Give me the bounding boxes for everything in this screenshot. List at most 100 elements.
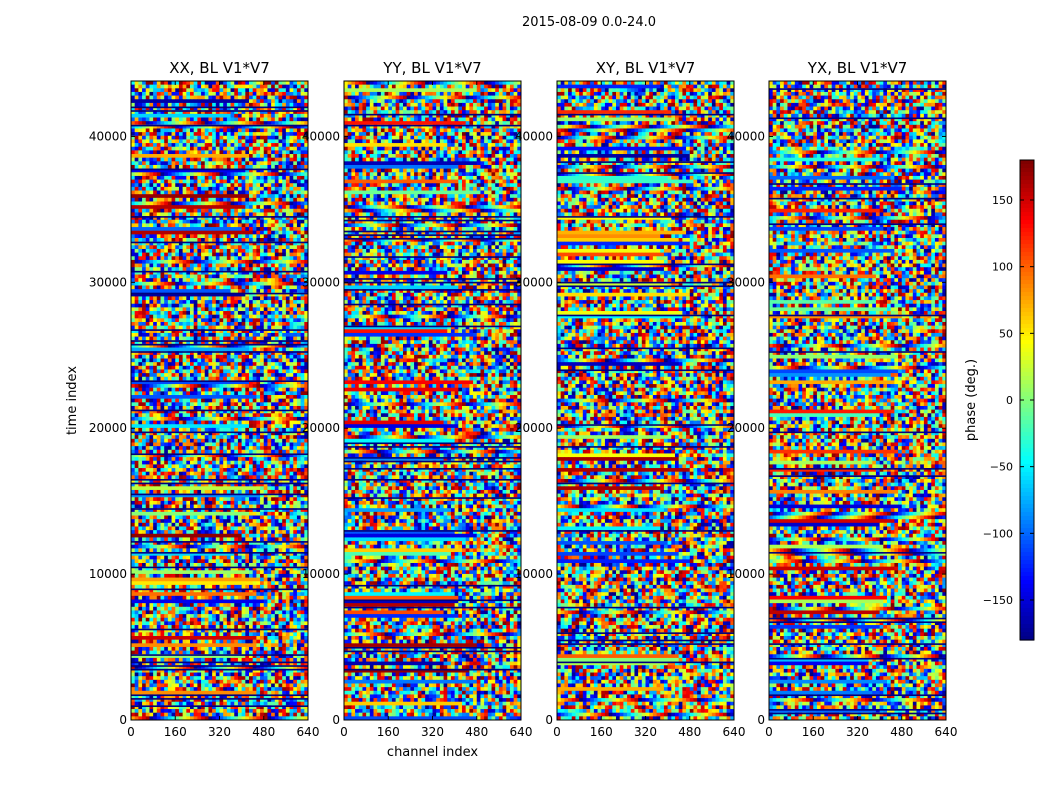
heatmap-cell xyxy=(263,380,268,385)
heatmap-cell xyxy=(263,365,268,370)
heatmap-cell xyxy=(304,420,308,425)
heatmap-cell xyxy=(164,289,169,294)
heatmap-cell xyxy=(245,380,250,385)
heatmap-cell xyxy=(190,453,195,458)
heatmap-cell xyxy=(190,398,195,403)
heatmap-cell xyxy=(131,186,136,191)
heatmap-cell xyxy=(156,208,161,213)
heatmap-cell xyxy=(296,354,302,359)
heatmap-cell xyxy=(296,91,302,96)
heatmap-cell xyxy=(193,106,198,111)
heatmap-cell xyxy=(142,420,147,425)
heatmap-cell xyxy=(289,172,294,177)
heatmap-cell xyxy=(138,223,143,228)
heatmap-cell xyxy=(215,384,220,389)
heatmap-cell xyxy=(186,113,191,118)
heatmap-cell xyxy=(234,81,239,86)
heatmap-cell xyxy=(153,263,158,268)
heatmap-cell xyxy=(178,373,184,378)
heatmap-cell xyxy=(134,183,139,188)
heatmap-cell xyxy=(278,300,283,305)
heatmap-cell xyxy=(219,190,224,195)
heatmap-cell xyxy=(300,106,305,111)
heatmap-cell xyxy=(289,354,294,359)
heatmap-cell xyxy=(252,314,257,319)
heatmap-cell xyxy=(138,227,143,232)
heatmap-cell xyxy=(282,157,287,162)
heatmap-cell xyxy=(285,453,290,458)
heatmap-cell xyxy=(293,121,298,126)
heatmap-cell xyxy=(282,245,287,250)
heatmap-cell xyxy=(145,398,150,403)
heatmap-cell xyxy=(296,95,302,100)
heatmap-cell xyxy=(197,300,202,305)
heatmap-cell xyxy=(156,245,161,250)
heatmap-cell xyxy=(267,121,272,126)
heatmap-cell xyxy=(215,179,220,184)
heatmap-cell xyxy=(212,223,217,228)
heatmap-cell xyxy=(153,161,158,166)
heatmap-cell xyxy=(145,311,150,316)
heatmap-cell xyxy=(304,135,308,140)
heatmap-cell xyxy=(285,154,290,159)
heatmap-cell xyxy=(241,216,246,221)
heatmap-cell xyxy=(190,391,195,396)
heatmap-cell xyxy=(201,369,206,374)
heatmap-cell xyxy=(197,307,202,312)
heatmap-cell xyxy=(285,303,290,308)
heatmap-cell xyxy=(215,281,220,286)
heatmap-cell xyxy=(131,113,136,118)
heatmap-cell xyxy=(190,300,195,305)
heatmap-cell xyxy=(300,121,305,126)
heatmap-cell xyxy=(190,402,195,407)
heatmap-cell xyxy=(201,102,206,107)
heatmap-cell xyxy=(278,194,283,199)
heatmap-cell xyxy=(164,270,169,275)
heatmap-cell xyxy=(237,128,243,133)
heatmap-cell xyxy=(215,446,220,451)
heatmap-cell xyxy=(212,307,217,312)
heatmap-cell xyxy=(274,205,279,210)
heatmap-cell xyxy=(134,172,139,177)
heatmap-cell xyxy=(282,427,287,432)
heatmap-cell xyxy=(208,234,213,239)
heatmap-cell xyxy=(156,457,161,462)
heatmap-cell xyxy=(278,278,283,283)
heatmap-cell xyxy=(138,351,143,356)
heatmap-cell xyxy=(223,267,228,272)
heatmap-cell xyxy=(285,179,290,184)
heatmap-cell xyxy=(131,391,136,396)
heatmap-cell xyxy=(234,150,239,155)
heatmap-cell xyxy=(178,263,184,268)
heatmap-cell xyxy=(271,252,276,257)
heatmap-cell xyxy=(153,102,158,107)
heatmap-cell xyxy=(167,157,172,162)
heatmap-cell xyxy=(285,405,290,411)
heatmap-cell xyxy=(226,329,231,334)
heatmap-cell xyxy=(293,216,298,221)
heatmap-cell xyxy=(201,227,206,232)
heatmap-cell xyxy=(134,289,139,294)
heatmap-cell xyxy=(186,248,191,254)
heatmap-cell xyxy=(304,263,308,268)
heatmap-cell xyxy=(153,354,158,359)
heatmap-cell xyxy=(241,139,246,144)
heatmap-cell xyxy=(263,340,268,345)
heatmap-cell xyxy=(271,267,276,272)
heatmap-cell xyxy=(131,205,136,210)
heatmap-cell xyxy=(245,146,250,151)
heatmap-cell xyxy=(278,376,283,381)
heatmap-cell xyxy=(131,289,136,294)
heatmap-cell xyxy=(263,402,268,407)
heatmap-cell xyxy=(153,285,158,290)
heatmap-cell xyxy=(193,172,198,177)
heatmap-cell xyxy=(296,380,302,385)
heatmap-cell xyxy=(138,139,143,144)
heatmap-cell xyxy=(296,175,302,180)
heatmap-cell xyxy=(252,311,257,316)
heatmap-cell xyxy=(237,449,243,454)
heatmap-cell xyxy=(296,106,302,111)
heatmap-cell xyxy=(304,453,308,458)
heatmap-cell xyxy=(256,172,261,177)
heatmap-cell xyxy=(178,201,184,206)
